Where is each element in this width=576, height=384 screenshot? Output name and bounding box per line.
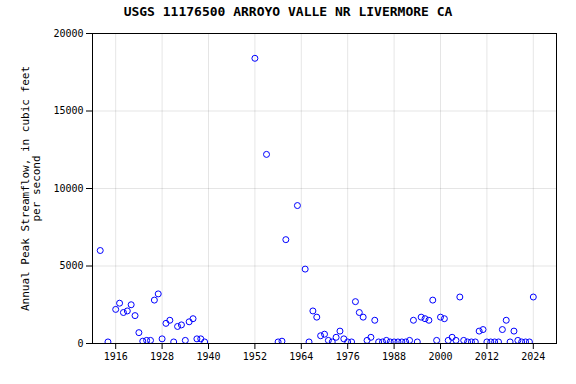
svg-text:1952: 1952	[243, 351, 267, 362]
svg-text:1976: 1976	[336, 351, 360, 362]
svg-text:1928: 1928	[150, 351, 174, 362]
svg-text:1940: 1940	[196, 351, 220, 362]
svg-text:0: 0	[77, 338, 83, 349]
html-text:USGS 11176500 ARROYO VALLE NR: USGS 11176500 ARROYO VALLE NR LIVERMORE …	[123, 4, 453, 19]
svg-text:2024: 2024	[521, 351, 545, 362]
svg-text:1916: 1916	[104, 351, 128, 362]
svg-text:2012: 2012	[475, 351, 499, 362]
svg-text:15000: 15000	[53, 105, 83, 116]
svg-text:1964: 1964	[289, 351, 313, 362]
svg-text:10000: 10000	[53, 183, 83, 194]
svg-text:20000: 20000	[53, 28, 83, 39]
svg-text:2000: 2000	[428, 351, 452, 362]
svg-text:5000: 5000	[59, 260, 83, 271]
svg-text:Annual Peak Streamflow, in cub: Annual Peak Streamflow, in cubic feetper…	[19, 66, 43, 311]
svg-text:1988: 1988	[382, 351, 406, 362]
